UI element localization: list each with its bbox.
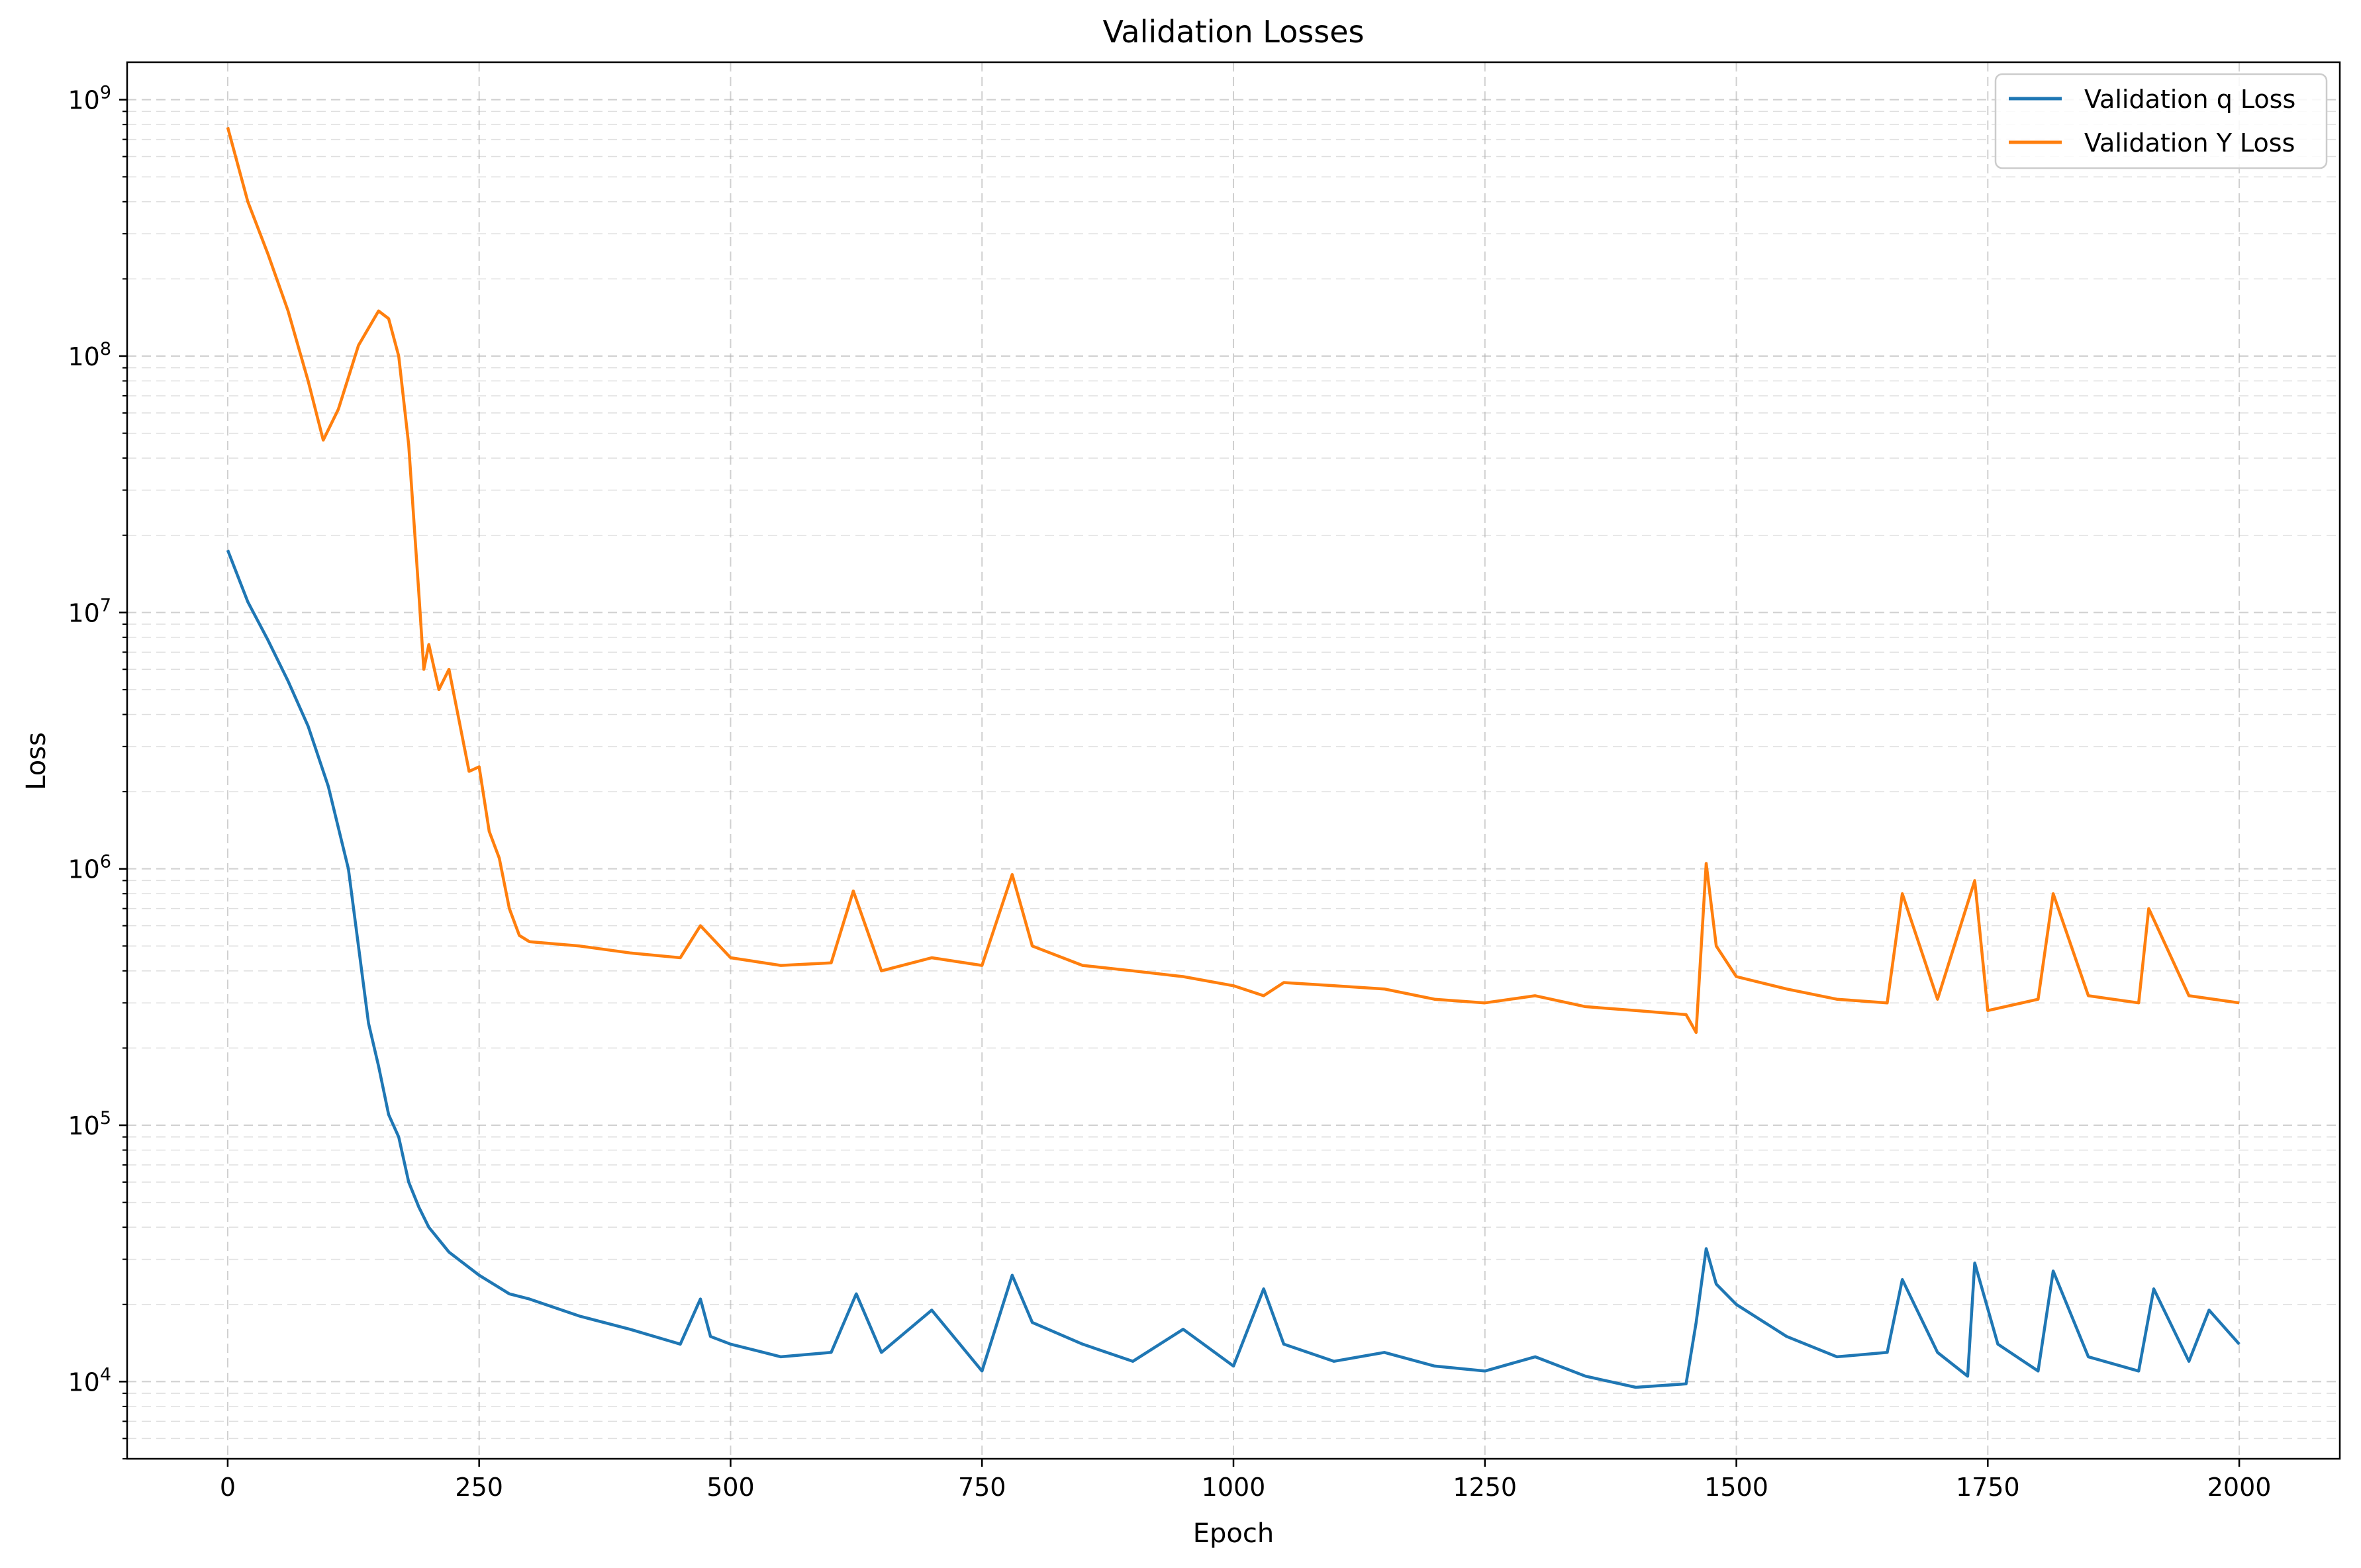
x-tick-label: 0 <box>220 1473 236 1502</box>
series-line-0 <box>226 549 2241 1389</box>
x-tick-label: 250 <box>455 1473 503 1502</box>
x-axis-label: Epoch <box>1193 1518 1274 1549</box>
y-tick-label: 107 <box>68 595 111 627</box>
y-axis-label: Loss <box>21 732 52 790</box>
legend-label-q-loss: Validation q Loss <box>2084 85 2295 114</box>
chart-title: Validation Losses <box>1103 14 1365 50</box>
y-tick-label: 109 <box>68 83 111 115</box>
y-tick-label: 106 <box>68 852 111 884</box>
x-tick-label: 1750 <box>1956 1473 2020 1502</box>
y-tick-label: 108 <box>68 339 111 371</box>
x-tick-label: 500 <box>706 1473 755 1502</box>
x-tick-label: 1500 <box>1704 1473 1768 1502</box>
x-tick-label: 1000 <box>1202 1473 1266 1502</box>
legend: Validation q Loss Validation Y Loss <box>1994 73 2328 169</box>
series-layer <box>226 126 2241 1389</box>
x-tick-label: 2000 <box>2207 1473 2272 1502</box>
legend-label-y-loss: Validation Y Loss <box>2084 128 2295 158</box>
series-line-1 <box>226 126 2240 1035</box>
grid-layer <box>127 62 2340 1459</box>
y-tick-label: 104 <box>68 1364 111 1397</box>
tick-layer: 0 250 500 750 1000 1250 1500 1750 2000 104 105 106 1… <box>68 83 2271 1502</box>
y-tick-label: 105 <box>68 1108 111 1140</box>
x-tick-label: 750 <box>958 1473 1006 1502</box>
label-layer: Validation Losses Epoch Loss <box>21 14 1364 1549</box>
x-tick-label: 1250 <box>1453 1473 1517 1502</box>
legend-box <box>1994 73 2328 169</box>
